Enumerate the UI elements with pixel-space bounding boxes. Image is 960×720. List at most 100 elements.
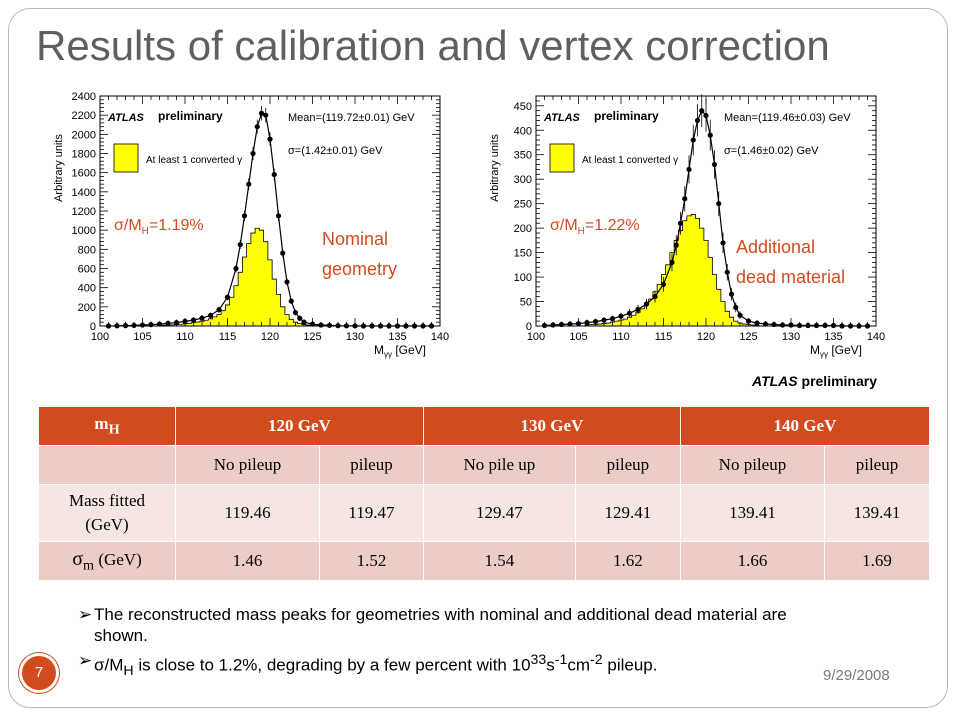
atlas-label: ATLAS (543, 112, 581, 124)
histogram-bar (606, 323, 611, 326)
histogram-bar (686, 215, 692, 326)
y-tick-label: 800 (78, 244, 96, 256)
geometry-label: geometry (322, 259, 397, 279)
table-cell-label: σm (GeV) (38, 541, 176, 581)
histogram-bar (635, 312, 641, 326)
data-point (626, 310, 633, 316)
histogram-bar (272, 279, 277, 326)
histogram-bar (263, 241, 268, 326)
resolution-text: σ/MH=1.22% (550, 217, 640, 237)
histogram-bar (691, 214, 696, 326)
bullet-item: ➢ σ/MH is close to 1.2%, degrading by a … (78, 651, 658, 680)
data-point (733, 304, 739, 311)
histogram-bar (627, 317, 632, 326)
table-cell: 139.41 (823, 484, 931, 542)
data-point (673, 242, 679, 248)
y-tick-label: 1000 (72, 225, 96, 237)
histogram-bar (255, 228, 260, 326)
histogram-bar (276, 294, 281, 326)
data-point (297, 315, 303, 321)
x-tick-label: 115 (219, 331, 237, 343)
x-tick-label: 125 (739, 331, 757, 343)
histogram-bar (284, 314, 290, 326)
histogram-outline (156, 227, 324, 327)
data-point (669, 259, 675, 265)
histogram-bar (267, 259, 273, 326)
data-point (677, 220, 684, 226)
data-point (609, 316, 616, 322)
histogram-bar (640, 308, 645, 326)
bullet-item: ➢ The reconstructed mass peaks for geome… (78, 605, 787, 645)
x-tick-label: 120 (261, 331, 279, 343)
data-point (716, 201, 722, 207)
histogram-bar (652, 291, 658, 326)
table-header-130: 130 GeV (422, 406, 681, 446)
histogram-bar (712, 274, 717, 326)
data-point (199, 315, 205, 321)
histogram-bar (225, 304, 230, 326)
y-axis-label: Arbitrary units (53, 134, 65, 202)
histogram-bar (297, 323, 302, 326)
data-point (292, 309, 299, 316)
histogram-bar (669, 252, 675, 326)
histogram-bar (597, 324, 602, 326)
x-tick-label: 105 (133, 331, 151, 343)
page-number-badge: 7 (22, 656, 56, 690)
histogram-bar (229, 297, 234, 326)
data-point (258, 110, 265, 116)
data-point (216, 307, 222, 313)
table-cell: 1.54 (422, 541, 576, 581)
table-cell: 129.41 (574, 484, 681, 542)
table-row-sigma: σm (GeV) 1.46 1.52 1.54 1.62 1.66 1.69 (38, 541, 931, 581)
table-subheader-row: No pileup pileup No pile up pileup No pi… (38, 445, 931, 485)
table-cell: No pile up (422, 445, 576, 485)
y-tick-label: 450 (514, 101, 532, 113)
y-tick-label: 1400 (72, 187, 96, 199)
y-tick-label: 0 (526, 321, 532, 333)
x-tick-label: 140 (867, 331, 885, 343)
legend-swatch (549, 143, 575, 173)
data-point (254, 124, 260, 130)
x-tick-label: 130 (782, 331, 800, 343)
histogram-bar (614, 321, 619, 326)
y-tick-label: 400 (78, 283, 96, 295)
table-cell: 119.47 (319, 484, 424, 542)
data-point (237, 241, 243, 248)
y-axis-label: Arbitrary units (489, 134, 501, 202)
histogram-bar (250, 233, 256, 326)
table-cell: 1.52 (319, 541, 424, 581)
histogram-bar (644, 303, 649, 326)
data-point (728, 291, 735, 297)
x-tick-label: 110 (612, 331, 630, 343)
y-tick-label: 600 (78, 264, 96, 276)
data-point (699, 108, 705, 114)
y-tick-label: 400 (514, 125, 532, 137)
table-cell: 129.47 (422, 484, 576, 542)
slide-date: 9/29/2008 (823, 667, 890, 684)
histogram-bar (233, 285, 239, 326)
geometry-label: Nominal (322, 229, 388, 249)
data-point (246, 181, 252, 187)
table-header-140: 140 GeV (679, 406, 931, 446)
legend-label: At least 1 converted γ (146, 155, 242, 166)
x-tick-label: 135 (388, 331, 406, 343)
data-point (224, 294, 231, 300)
histogram-bar (733, 321, 738, 326)
table-cell: 139.41 (679, 484, 825, 542)
data-point (233, 265, 239, 272)
histogram-bar (674, 240, 679, 326)
mean-text: Mean=(119.46±0.03) GeV (724, 112, 851, 124)
histogram-bar (695, 218, 700, 326)
histogram-bar (178, 324, 183, 326)
histogram-bar (589, 324, 594, 326)
y-tick-label: 350 (514, 150, 532, 162)
x-tick-label: 125 (303, 331, 321, 343)
table-cell: pileup (823, 445, 931, 485)
histogram-bar (682, 220, 687, 326)
y-tick-label: 100 (514, 272, 532, 284)
atlas-preliminary-label: ATLAS preliminary (752, 373, 877, 389)
table-cell: No pileup (174, 445, 321, 485)
y-tick-label: 2000 (72, 129, 96, 141)
x-tick-label: 100 (91, 331, 109, 343)
data-point (737, 312, 743, 318)
